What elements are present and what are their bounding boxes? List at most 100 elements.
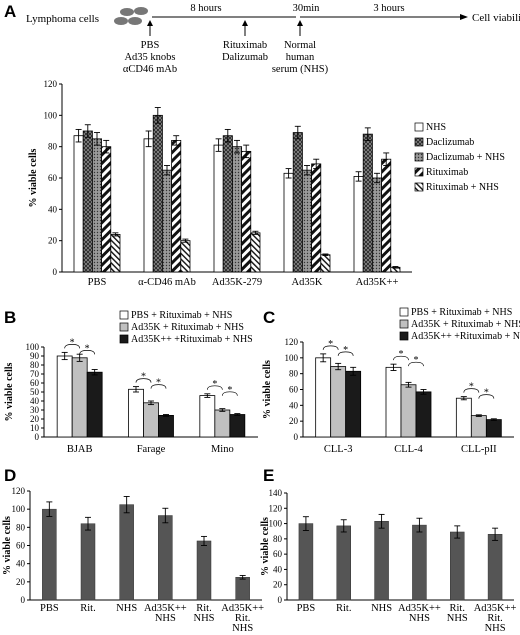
x-tick-label: Ad35K++ (221, 603, 264, 614)
significance-bracket (64, 344, 81, 349)
legend-label: Daclizumab + NHS (426, 152, 505, 163)
legend-label: Ad35K++ +Rituximab + NHS (411, 331, 520, 342)
legend: NHS Daclizumab Daclizumab + NHS Rituximab Ri… (414, 122, 505, 193)
bar (214, 409, 231, 438)
y-tick-label: 100 (269, 519, 283, 529)
significance-bracket (221, 391, 238, 396)
y-axis-label: % viable cells (260, 517, 271, 576)
chart-a: 0 20 40 60 80 100 120 % viable cells PBS α-CD46 m… (28, 79, 505, 288)
timeline-start-label: Lymphoma cells (26, 13, 99, 25)
y-tick-label: 80 (273, 534, 283, 544)
y-tick-label: 20 (289, 416, 299, 426)
y-tick-label: 20 (30, 414, 40, 424)
x-tick-label: NHS (485, 623, 506, 634)
bar (180, 240, 191, 273)
bar (385, 366, 402, 438)
x-tick-label: NHS (371, 603, 392, 614)
bar (199, 395, 216, 438)
bar (362, 133, 373, 273)
legend-label: Ad35K + Rituximab + NHS (131, 322, 244, 333)
bar (171, 139, 182, 273)
y-tick-label: 80 (30, 360, 40, 370)
bar (250, 232, 261, 273)
bar (196, 540, 212, 601)
x-tick-label: NHS (155, 613, 176, 624)
bar (311, 163, 322, 273)
y-tick-label: 120 (269, 503, 283, 513)
significance-bracket (463, 388, 480, 393)
bar (315, 357, 332, 438)
legend-swatch (119, 334, 129, 344)
legend-label: PBS + Rituximab + NHS (131, 310, 232, 321)
bar (374, 521, 389, 601)
y-tick-label: 10 (30, 423, 40, 433)
y-axis-label: % viable cells (262, 360, 273, 419)
bar (73, 135, 84, 273)
bar (292, 132, 303, 273)
x-tick-label: Ad35K-279 (212, 277, 262, 288)
significance-marker: * (328, 339, 333, 350)
y-tick-label: 20 (16, 577, 26, 587)
significance-marker: * (469, 382, 474, 393)
x-tick-label: Farage (137, 444, 166, 455)
x-tick-label: CLL-4 (394, 444, 423, 455)
x-tick-label: NHS (116, 603, 137, 614)
timeline-interval: 8 hours (190, 3, 221, 14)
bar (336, 525, 351, 601)
y-tick-label: 40 (48, 204, 58, 214)
y-tick-label: 60 (289, 385, 299, 395)
x-tick-label: NHS (409, 613, 430, 624)
y-tick-label: 90 (30, 351, 40, 361)
bar (82, 130, 93, 273)
cell-icon (120, 8, 134, 16)
bar (450, 531, 465, 601)
bar (415, 391, 432, 438)
panel-label-e: E (263, 466, 274, 485)
bar (283, 172, 294, 273)
bar (470, 415, 487, 438)
significance-marker: * (156, 378, 161, 389)
x-tick-label: PBS (88, 277, 107, 288)
panel-label-c: C (263, 308, 275, 327)
arrowhead-icon (297, 20, 303, 26)
bar (161, 169, 172, 273)
panel-label-a: A (4, 2, 16, 21)
bar (371, 177, 382, 273)
x-tick-label: CLL-3 (324, 444, 353, 455)
bar (101, 146, 112, 273)
significance-bracket (408, 361, 424, 367)
step1-line: PBS (141, 40, 160, 51)
bar (241, 150, 252, 273)
bar (86, 371, 103, 438)
y-tick-label: 20 (48, 236, 58, 246)
bar (128, 388, 144, 438)
significance-marker: * (399, 349, 404, 360)
y-tick-label: 100 (285, 353, 299, 363)
chart-c: 0 20 40 60 80 100 120 % viable cells CLL-3 CLL-4 C… (262, 307, 520, 455)
y-tick-label: 80 (289, 369, 299, 379)
significance-bracket (322, 345, 339, 350)
significance-marker: * (141, 372, 146, 383)
bar (213, 144, 224, 273)
legend-swatch (414, 137, 424, 147)
bar (235, 577, 250, 601)
bar (231, 146, 242, 273)
significance-bracket (393, 355, 409, 361)
cell-icon (128, 17, 142, 25)
y-tick-label: 0 (278, 595, 283, 605)
significance-bracket (135, 378, 152, 383)
y-tick-label: 50 (30, 387, 40, 397)
step3-line: human (286, 52, 315, 63)
bar (42, 508, 57, 601)
y-tick-label: 60 (30, 378, 40, 388)
bar (110, 233, 121, 273)
significance-bracket (478, 394, 495, 399)
y-tick-label: 100 (26, 342, 40, 352)
step2-line: Dalizumab (222, 52, 268, 63)
significance-marker: * (70, 337, 75, 348)
arrowhead-icon (460, 14, 468, 20)
y-axis-label: % viable cells (2, 516, 13, 575)
